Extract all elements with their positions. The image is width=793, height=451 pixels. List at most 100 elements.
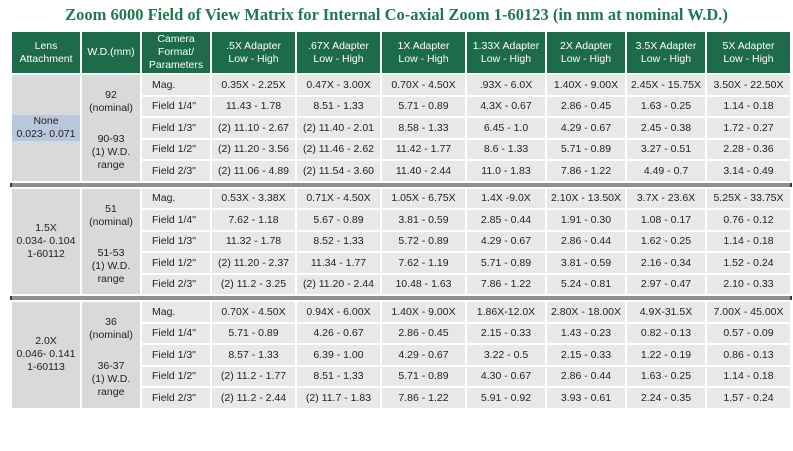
- value-cell: 0.47X - 3.00X: [295, 73, 382, 97]
- wd-cell: 92 (nominal) 90-93 (1) W.D. range: [80, 73, 142, 183]
- value-cell: 8.58 - 1.33: [380, 116, 467, 140]
- value-cell: 2.10X - 13.50X: [545, 186, 627, 210]
- value-cell: 2.86 - 0.44: [545, 364, 627, 388]
- value-cell: 0.82 - 0.13: [625, 321, 707, 345]
- data-row: Field 1/2" (2) 11.2 - 1.77 8.51 - 1.33 5.71…: [11, 364, 792, 388]
- value-cell: 2.86 - 0.45: [545, 94, 627, 118]
- value-cell: 7.86 - 1.22: [380, 386, 467, 410]
- header-line: Lens: [34, 39, 58, 52]
- value-cell: (2) 11.2 - 1.77: [210, 364, 297, 388]
- value-cell: 11.40 - 2.44: [380, 159, 467, 183]
- data-row: None 0.023- 0.071 92 (nominal) 90-93 (1) W.D.…: [10, 73, 792, 183]
- value-cell: 8.6 - 1.33: [465, 137, 547, 161]
- separator-cell: [11, 295, 791, 301]
- value-cell: 10.48 - 1.63: [380, 272, 467, 296]
- value-cell: 1.63 - 0.25: [625, 364, 707, 388]
- value-cell: 1.40X - 9.00X: [380, 300, 467, 324]
- lens-line: 1-60112: [27, 247, 65, 260]
- wd-line: 92: [105, 89, 117, 102]
- value-cell: 11.43 - 1.78: [210, 94, 297, 118]
- parameter-cell: Mag.: [140, 186, 212, 210]
- wd-line: (nominal): [89, 215, 133, 228]
- header-cell: W.D.(mm): [80, 30, 142, 75]
- value-cell: 6.45 - 1.0: [465, 116, 547, 140]
- header-cell: 3.5X Adapter Low - High: [625, 30, 707, 75]
- wd-line: 36: [105, 316, 117, 329]
- value-cell: 7.00X - 45.00X: [705, 300, 792, 324]
- value-cell: 4.29 - 0.67: [465, 229, 547, 253]
- header-line: W.D.(mm): [87, 46, 135, 58]
- wd-line: 36-37: [97, 360, 125, 373]
- value-cell: 6.39 - 1.00: [295, 343, 382, 367]
- value-cell: 5.24 - 0.81: [545, 272, 627, 296]
- value-cell: 0.94X - 6.00X: [295, 300, 382, 324]
- value-cell: 5.71 - 0.89: [380, 364, 467, 388]
- wd-nominal: 92 (nominal): [83, 89, 139, 115]
- value-cell: 5.72 - 0.89: [380, 229, 467, 253]
- parameter-cell: Field 1/3": [140, 343, 212, 367]
- lens-line: 0.034- 0.104: [16, 234, 76, 247]
- wd-line: (1) W.D.: [91, 259, 131, 272]
- value-cell: 1.4X -9.0X: [465, 186, 547, 210]
- value-cell: 1.05X - 6.75X: [380, 186, 467, 210]
- value-cell: 11.0 - 1.83: [465, 159, 547, 183]
- lens-line: 1-60113: [27, 361, 65, 374]
- value-cell: 5.71 - 0.89: [210, 321, 297, 345]
- table-body: None 0.023- 0.071 92 (nominal) 90-93 (1) W.D.…: [10, 73, 792, 410]
- wd-line: range: [97, 159, 125, 172]
- header-line: 1.33X Adapter: [472, 39, 540, 52]
- value-cell: 0.76 - 0.12: [705, 208, 792, 232]
- data-row: Field 1/3" (2) 11.10 - 2.67 (2) 11.40 - 2.…: [11, 116, 792, 140]
- value-cell: 1.91 - 0.30: [545, 208, 627, 232]
- value-cell: 1.63 - 0.25: [625, 94, 707, 118]
- parameter-cell: Field 1/4": [140, 208, 212, 232]
- value-cell: 4.29 - 0.67: [545, 116, 627, 140]
- value-cell: 2.85 - 0.44: [465, 208, 547, 232]
- value-cell: 2.28 - 0.36: [705, 137, 792, 161]
- header-cell: 1.33X Adapter Low - High: [465, 30, 547, 75]
- header-line: Low - High: [723, 52, 774, 65]
- header-line: .5X Adapter: [226, 39, 281, 52]
- value-cell: 2.24 - 0.35: [625, 386, 707, 410]
- header-line: 5X Adapter: [722, 39, 775, 52]
- value-cell: 1.72 - 0.27: [705, 116, 792, 140]
- parameter-cell: Field 2/3": [140, 272, 212, 296]
- header-line: Low - High: [228, 52, 279, 65]
- wd-line: range: [97, 272, 125, 285]
- value-cell: 4.49 - 0.7: [625, 159, 707, 183]
- header-line: Format/: [157, 46, 195, 58]
- header-line: Low - High: [640, 52, 692, 65]
- value-cell: 2.97 - 0.47: [625, 272, 707, 296]
- value-cell: 2.86 - 0.45: [380, 321, 467, 345]
- value-cell: 1.57 - 0.24: [705, 386, 792, 410]
- value-cell: 3.14 - 0.49: [705, 159, 792, 183]
- parameter-cell: Field 1/2": [140, 137, 212, 161]
- header-line: Low - High: [560, 52, 612, 65]
- value-cell: 8.52 - 1.33: [295, 229, 382, 253]
- value-cell: 2.45X - 15.75X: [625, 73, 707, 97]
- wd-line: 51-53: [97, 246, 125, 259]
- wd-line: range: [97, 386, 125, 399]
- value-cell: (2) 11.2 - 3.25: [210, 272, 297, 296]
- data-row: Field 2/3" (2) 11.2 - 3.25 (2) 11.20 - 2.4…: [11, 272, 792, 296]
- wd-line: (nominal): [89, 329, 133, 342]
- value-cell: 5.91 - 0.92: [465, 386, 547, 410]
- header-line: Attachment: [19, 52, 73, 65]
- header-cell: Lens Attachment: [10, 30, 82, 75]
- value-cell: 11.34 - 1.77: [295, 251, 382, 275]
- value-cell: 2.15 - 0.33: [545, 343, 627, 367]
- value-cell: (2) 11.46 - 2.62: [295, 137, 382, 161]
- value-cell: 5.71 - 0.89: [465, 251, 547, 275]
- data-row: Field 1/2" (2) 11.20 - 2.37 11.34 - 1.77 7.…: [11, 251, 792, 275]
- header-line: 1X Adapter: [397, 39, 450, 52]
- parameter-cell: Field 2/3": [140, 159, 212, 183]
- wd-line: (1) W.D.: [91, 373, 131, 386]
- wd-range: 51-53 (1) W.D. range: [83, 246, 139, 286]
- value-cell: 3.93 - 0.61: [545, 386, 627, 410]
- separator-cell: [11, 181, 791, 188]
- value-cell: 4.3X - 0.67: [465, 94, 547, 118]
- value-cell: 0.53X - 3.38X: [210, 186, 297, 210]
- header-line: Low - High: [398, 52, 449, 65]
- value-cell: 2.10 - 0.33: [705, 272, 792, 296]
- wd-cell: 51 (nominal) 51-53 (1) W.D. range: [80, 186, 142, 296]
